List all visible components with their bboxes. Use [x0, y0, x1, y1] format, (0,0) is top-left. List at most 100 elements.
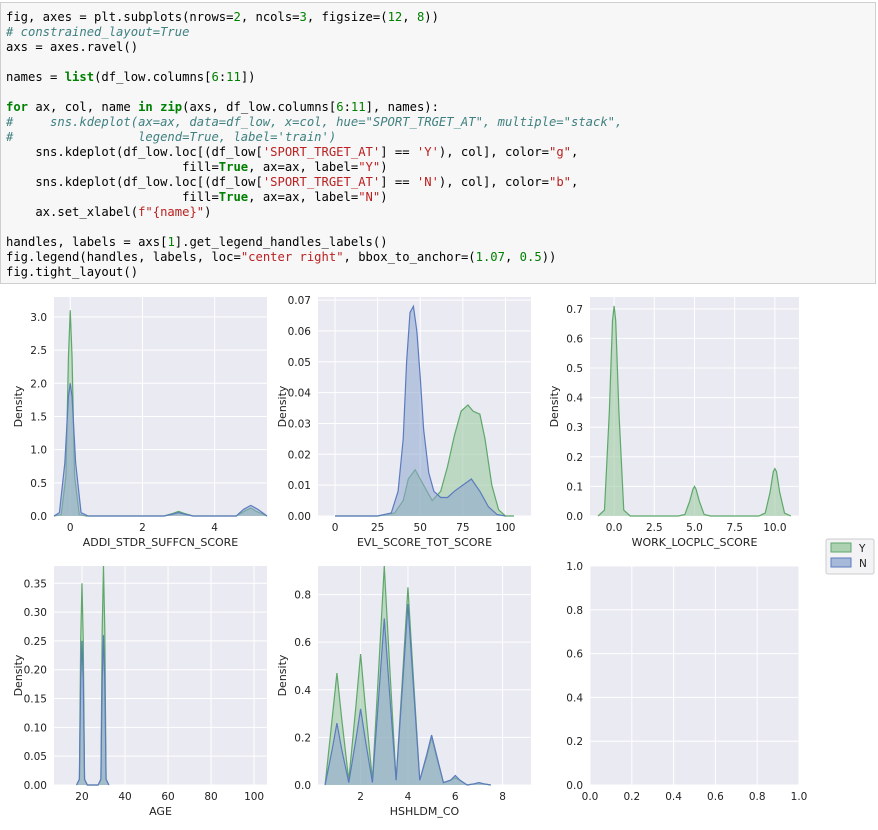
code-line: # constrained_layout=True — [6, 25, 870, 40]
code-line: fig, axes = plt.subplots(nrows=2, ncols=… — [6, 10, 870, 25]
y-tick-label: 0.8 — [566, 605, 583, 617]
code-token: handles, labels = axs[ — [6, 235, 168, 249]
y-tick-label: 0.8 — [294, 590, 311, 602]
code-token: zip — [160, 100, 183, 114]
x-tick-label: 0.8 — [749, 791, 766, 803]
code-token: True — [218, 190, 249, 204]
y-tick-label: 2.5 — [30, 345, 47, 357]
code-line: for ax, col, name in zip(axs, df_low.col… — [6, 100, 870, 115]
y-tick-label: 0.1 — [566, 481, 583, 493]
code-token: sns.kdeplot(df_low.loc[(df_low[ — [6, 145, 263, 159]
y-tick-label: 0.05 — [288, 357, 311, 369]
code-token: f"{name}" — [138, 205, 205, 219]
code-token: # constrained_layout=True — [6, 25, 190, 39]
code-token: : — [218, 70, 227, 84]
code-token: 1.07 — [475, 250, 505, 264]
code-token: 'Y' — [416, 145, 439, 159]
code-token: )) — [424, 10, 439, 24]
y-tick-label: 0.0 — [566, 780, 583, 792]
y-tick-label: 0.0 — [566, 511, 583, 523]
y-tick-label: 0.01 — [288, 480, 311, 492]
x-tick-label: 25 — [371, 522, 384, 534]
code-line: handles, labels = axs[1].get_legend_hand… — [6, 235, 870, 250]
y-tick-label: 0.5 — [566, 363, 583, 375]
code-token: for — [6, 100, 29, 114]
code-token: ), col], color= — [438, 145, 549, 159]
density-area-n — [335, 306, 506, 516]
density-line-n — [335, 304, 506, 517]
y-tick-label: 0.0 — [30, 511, 47, 523]
y-tick-label: 0.4 — [294, 685, 311, 697]
code-line: # legend=True, label='train') — [6, 130, 870, 145]
code-token: ] == — [380, 175, 417, 189]
density-area-n — [54, 383, 267, 516]
code-token: 6 — [211, 70, 219, 84]
code-token: "center right" — [240, 250, 344, 264]
code-token: fig.tight_layout() — [6, 265, 139, 279]
y-axis-label: Density — [276, 385, 289, 427]
x-tick-label: 20 — [75, 791, 88, 803]
x-tick-label: 6 — [452, 791, 459, 803]
x-tick-label: 2 — [139, 522, 146, 534]
code-token: "N" — [358, 190, 381, 204]
density-area-n — [325, 604, 491, 785]
density-line-y — [597, 305, 792, 517]
y-tick-label: 0.2 — [294, 732, 311, 744]
x-tick-label: 7.5 — [726, 522, 743, 534]
y-tick-label: 0.04 — [288, 388, 312, 400]
code-token: , ax=ax, label= — [248, 190, 359, 204]
code-token: axs = axes.ravel() — [6, 40, 139, 54]
x-tick-label: 100 — [495, 522, 515, 534]
y-tick-label: 0.06 — [288, 326, 312, 338]
x-tick-label: 4 — [405, 791, 412, 803]
x-tick-label: 4 — [211, 522, 218, 534]
y-tick-label: 0.25 — [24, 636, 47, 648]
x-tick-label: 0.6 — [707, 791, 724, 803]
code-token: "g" — [548, 145, 571, 159]
x-tick-label: 60 — [161, 791, 174, 803]
code-token: ].get_legend_handles_labels() — [174, 235, 388, 249]
code-cell[interactable]: fig, axes = plt.subplots(nrows=2, ncols=… — [0, 2, 876, 284]
y-tick-label: 0.6 — [566, 649, 583, 661]
code-token: 11 — [226, 70, 241, 84]
code-token: sns.kdeplot(df_low.loc[(df_low[ — [6, 175, 263, 189]
y-axis-label: Density — [276, 654, 289, 696]
y-tick-label: 0.10 — [24, 722, 47, 734]
x-tick-label: 0.2 — [623, 791, 640, 803]
code-token: , — [571, 175, 579, 189]
y-axis-label: Density — [12, 385, 25, 427]
code-token: 6 — [336, 100, 344, 114]
code-line: sns.kdeplot(df_low.loc[(df_low['SPORT_TR… — [6, 145, 870, 160]
y-tick-label: 0.4 — [566, 393, 583, 405]
code-token: ), col], color= — [438, 175, 549, 189]
density-line-n — [324, 604, 491, 786]
code-token: # sns.kdeplot(ax=ax, data=df_low, x=col,… — [6, 115, 623, 129]
code-token: in — [138, 100, 153, 114]
code-token: 3 — [299, 10, 307, 24]
code-token: ) — [380, 190, 388, 204]
y-tick-label: 0.03 — [288, 418, 311, 430]
y-tick-label: 0.05 — [24, 751, 47, 763]
code-token: 1 — [167, 235, 175, 249]
x-axis-label: EVL_SCORE_TOT_SCORE — [357, 536, 492, 549]
y-tick-label: 0.2 — [566, 452, 583, 464]
code-token: , — [504, 250, 520, 264]
y-tick-label: 0.15 — [24, 694, 47, 706]
code-token: (df_low.columns[ — [94, 70, 212, 84]
code-line: names = list(df_low.columns[6:11]) — [6, 70, 870, 85]
x-tick-label: 0 — [67, 522, 74, 534]
y-tick-label: 0.4 — [566, 692, 583, 704]
code-token: 11 — [350, 100, 366, 114]
x-axis-label: WORK_LOCPLC_SCORE — [632, 536, 758, 549]
x-axis-label: HSHLDM_CO — [390, 805, 460, 818]
code-token: ) — [204, 205, 212, 219]
y-tick-label: 2.0 — [30, 378, 47, 390]
code-token: , — [571, 145, 579, 159]
x-tick-label: 5.0 — [686, 522, 703, 534]
x-tick-label: 75 — [456, 522, 469, 534]
y-tick-label: 0.2 — [566, 736, 583, 748]
code-token: 'SPORT_TRGET_AT' — [262, 145, 381, 159]
code-token: "b" — [548, 175, 571, 189]
x-tick-label: 1.0 — [791, 791, 808, 803]
x-tick-label: 2 — [357, 791, 364, 803]
